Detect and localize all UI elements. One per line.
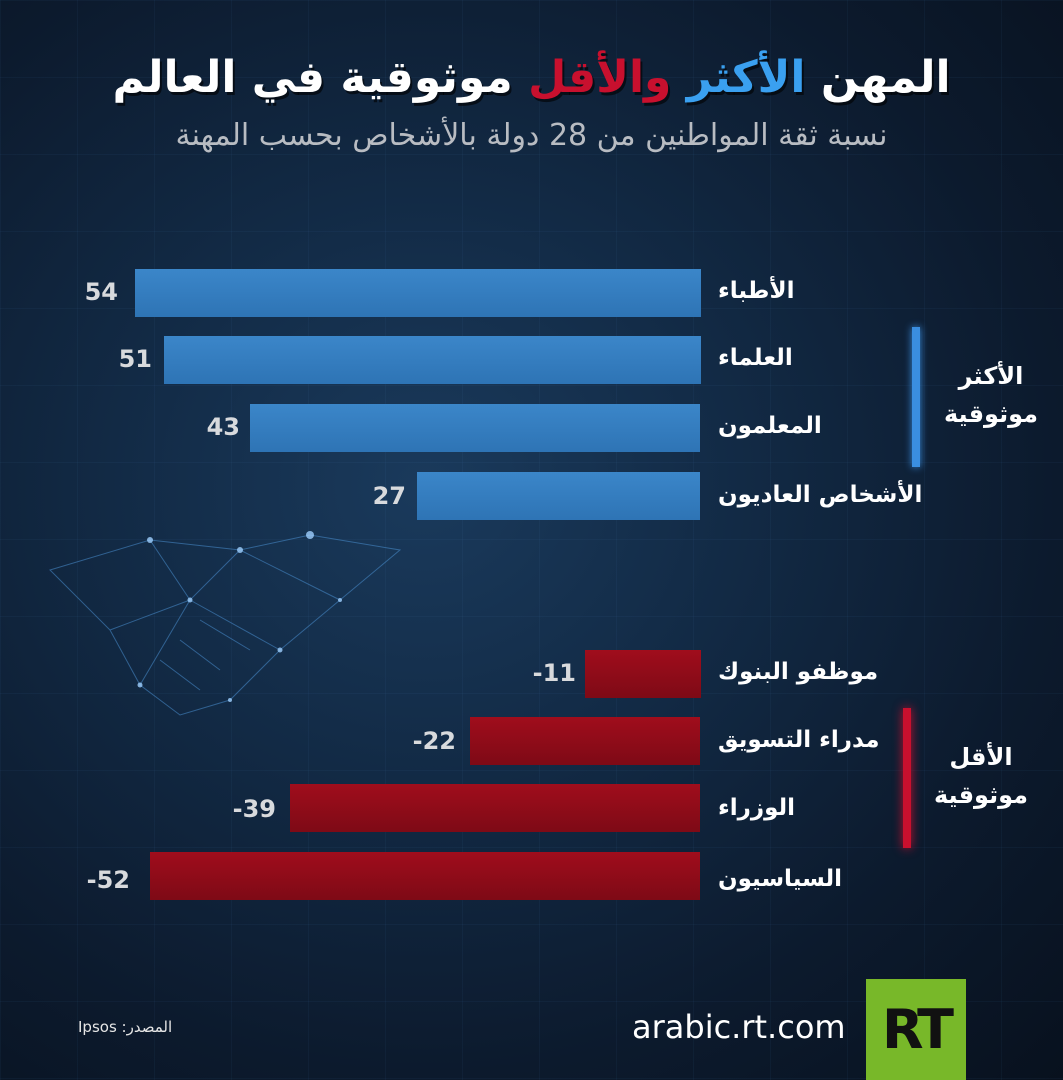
most-trusted-label: الأكثر موثوقية xyxy=(936,357,1046,433)
label-ordinary-people: الأشخاص العاديون xyxy=(718,482,923,508)
page-subtitle: نسبة ثقة المواطنين من 28 دولة بالأشخاص ب… xyxy=(175,118,888,153)
handshake-icon xyxy=(49,531,402,716)
least-trusted-label: الأقل موثوقية xyxy=(926,738,1036,814)
bar-scientists xyxy=(164,336,701,384)
title-word-most: الأكثر xyxy=(686,52,806,103)
label-politicians: السياسيون xyxy=(718,866,843,892)
value-politicians: -52 xyxy=(86,866,130,894)
rt-logo: RT xyxy=(866,979,966,1080)
label-scientists: العلماء xyxy=(718,345,793,371)
bar-marketing-managers xyxy=(470,717,700,765)
bar-teachers xyxy=(250,404,700,452)
site-url[interactable]: arabic.rt.com xyxy=(632,1008,846,1046)
page-title: المهن الأكثر والأقل موثوقية في العالم xyxy=(0,52,1063,103)
most-trusted-line1: الأكثر xyxy=(958,362,1024,390)
value-ministers: -39 xyxy=(232,795,276,823)
title-word-trusted: موثوقية في العالم xyxy=(112,52,513,103)
label-teachers: المعلمون xyxy=(718,413,822,439)
label-doctors: الأطباء xyxy=(718,278,795,304)
most-trusted-line2: موثوقية xyxy=(943,400,1039,428)
least-trusted-line2: موثوقية xyxy=(933,781,1029,809)
label-bankers: موظفو البنوك xyxy=(718,659,879,685)
bar-ministers xyxy=(290,784,700,832)
value-marketing-managers: -22 xyxy=(412,727,456,755)
label-ministers: الوزراء xyxy=(718,795,796,821)
bar-politicians xyxy=(150,852,700,900)
title-word-professions: المهن xyxy=(820,52,951,103)
title-word-least: والأقل xyxy=(528,52,672,103)
bar-doctors xyxy=(135,269,701,317)
least-trusted-marker xyxy=(903,708,911,848)
value-ordinary-people: 27 xyxy=(372,482,406,510)
value-doctors: 54 xyxy=(84,278,118,306)
most-trusted-marker xyxy=(912,327,920,467)
value-bankers: -11 xyxy=(532,659,576,687)
bar-bankers xyxy=(585,650,701,698)
label-marketing-managers: مدراء التسويق xyxy=(718,727,880,753)
value-scientists: 51 xyxy=(118,345,152,373)
bar-ordinary-people xyxy=(417,472,700,520)
source-credit: المصدر: Ipsos xyxy=(78,1018,173,1036)
least-trusted-line1: الأقل xyxy=(949,743,1013,771)
value-teachers: 43 xyxy=(206,413,240,441)
